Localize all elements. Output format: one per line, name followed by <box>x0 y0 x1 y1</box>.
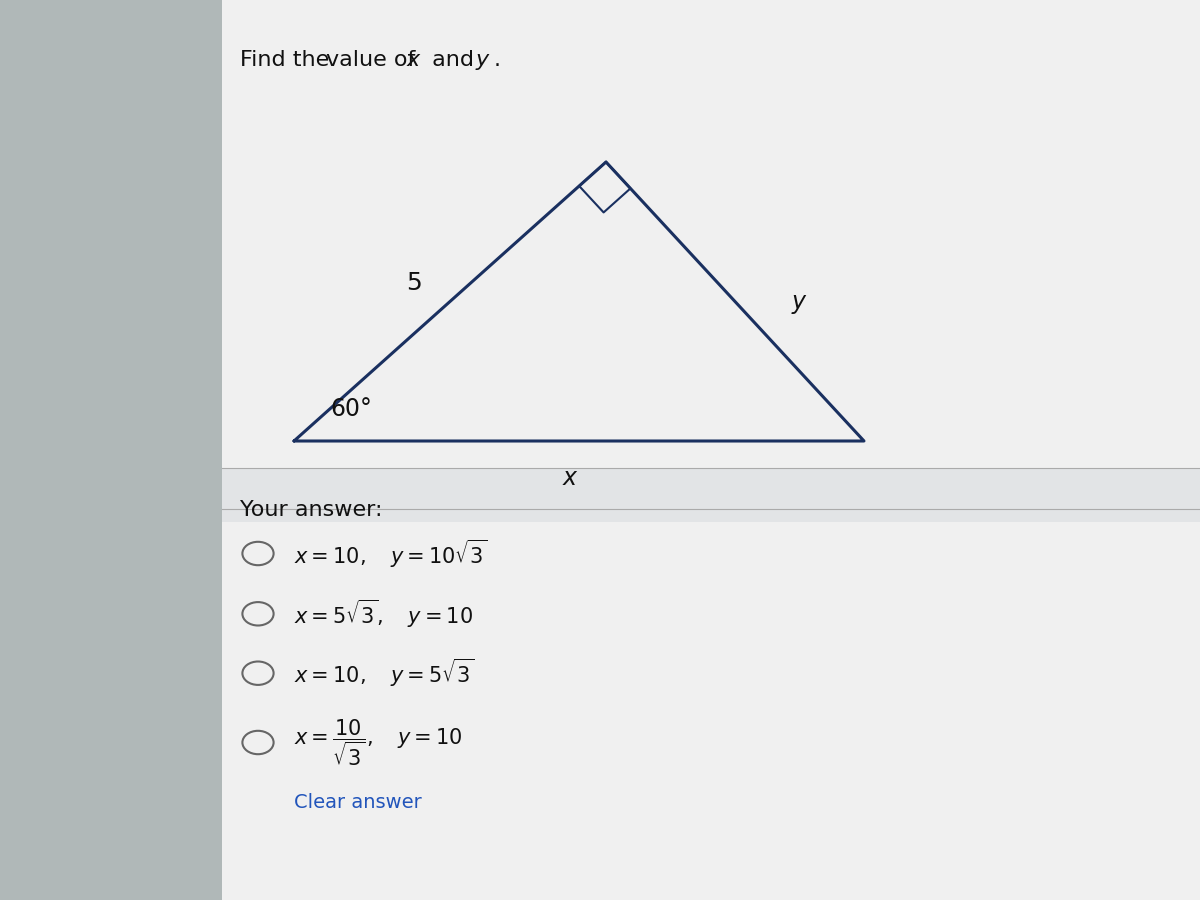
Text: .: . <box>493 50 500 69</box>
FancyBboxPatch shape <box>222 0 1200 900</box>
Text: value of: value of <box>326 50 422 69</box>
Text: $x = 5\sqrt{3}, \quad y = 10$: $x = 5\sqrt{3}, \quad y = 10$ <box>294 598 473 630</box>
Text: 5: 5 <box>406 272 422 295</box>
Text: and: and <box>425 50 481 69</box>
Text: $x = 10, \quad y = 5\sqrt{3}$: $x = 10, \quad y = 5\sqrt{3}$ <box>294 657 474 689</box>
Text: Find the: Find the <box>240 50 329 69</box>
Text: 60°: 60° <box>330 398 372 421</box>
Text: $x = 10, \quad y = 10\sqrt{3}$: $x = 10, \quad y = 10\sqrt{3}$ <box>294 537 487 570</box>
Text: $x = \dfrac{10}{\sqrt{3}}, \quad y = 10$: $x = \dfrac{10}{\sqrt{3}}, \quad y = 10$ <box>294 717 462 768</box>
Text: y: y <box>792 290 806 313</box>
Text: Clear answer: Clear answer <box>294 793 421 812</box>
Text: y: y <box>475 50 488 69</box>
Text: x: x <box>563 466 577 490</box>
Text: Your answer:: Your answer: <box>240 500 383 519</box>
Text: x: x <box>407 50 420 69</box>
FancyBboxPatch shape <box>222 468 1200 522</box>
